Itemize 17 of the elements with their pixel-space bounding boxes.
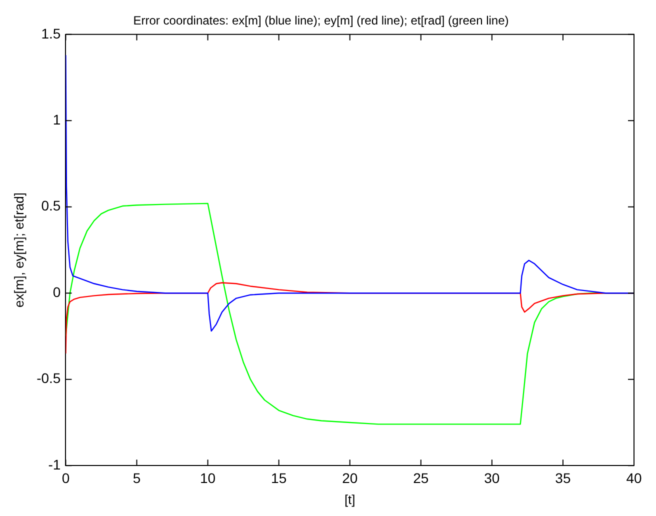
chart-title: Error coordinates: ex[m] (blue line); ey[m] (red line); et[rad] (green line) xyxy=(133,14,509,28)
y-tick-label: 0.5 xyxy=(41,198,61,214)
x-tick-label: 5 xyxy=(132,470,141,486)
y-tick-label: 1.5 xyxy=(41,25,61,42)
x-tick-label: 10 xyxy=(200,470,216,486)
x-tick-label: 40 xyxy=(626,470,642,486)
y-tick-label: -1 xyxy=(48,456,61,472)
x-axis-title: [t] xyxy=(344,492,356,507)
x-tick-label: 25 xyxy=(413,470,429,486)
x-tick-label: 15 xyxy=(271,470,287,486)
x-tick-label: 20 xyxy=(342,470,358,486)
y-tick-label: 1 xyxy=(52,112,61,128)
y-tick-label: -0.5 xyxy=(36,370,61,386)
y-axis-title: ex[m], ey[m]; et[rad] xyxy=(11,192,26,308)
x-tick-label: 35 xyxy=(555,470,571,486)
y-tick-label: 0 xyxy=(52,284,61,300)
x-tick-label: 30 xyxy=(484,470,500,486)
